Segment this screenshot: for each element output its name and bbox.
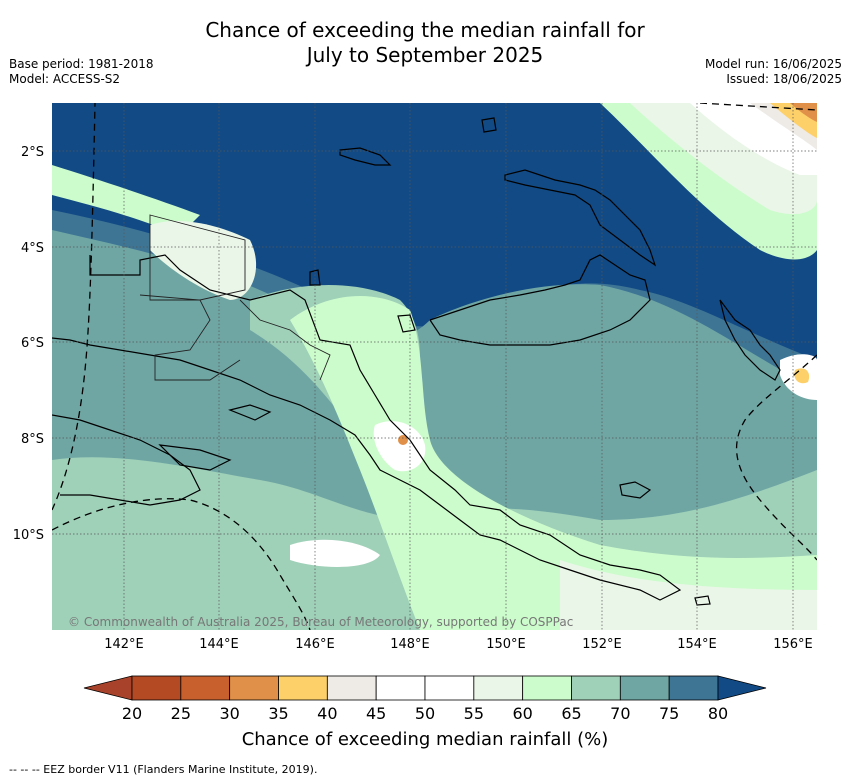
colorbar-tick-label: 75	[659, 704, 679, 723]
base-period: Base period: 1981-2018	[9, 57, 154, 71]
graticule	[52, 103, 817, 630]
contour-fill-30-35	[790, 103, 817, 122]
lat-tick-10s: 10°S	[13, 528, 44, 543]
colorbar-swatch	[522, 675, 572, 701]
colorbar-swatch	[131, 675, 182, 701]
lat-tick-2s: 2°S	[21, 145, 44, 160]
eez-note: -- -- -- EEZ border V11 (Flanders Marine…	[9, 763, 318, 776]
lat-tick-6s: 6°S	[21, 336, 44, 351]
lat-tick-4s: 4°S	[21, 241, 44, 256]
colorbar-swatch	[571, 675, 621, 701]
contour-fill-55-60	[290, 296, 817, 630]
lon-tick-154e: 154°E	[677, 637, 717, 652]
colorbar-extend-high	[717, 675, 767, 701]
lon-tick-156e: 156°E	[773, 637, 813, 652]
meta-left: Base period: 1981-2018 Model: ACCESS-S2	[9, 57, 154, 87]
lon-tick-152e: 152°E	[582, 637, 622, 652]
colorbar-tick-label: 30	[219, 704, 239, 723]
colorbar-tick-label: 25	[171, 704, 191, 723]
colorbar-tick-label: 20	[122, 704, 142, 723]
copyright-notice: © Commonwealth of Australia 2025, Bureau…	[68, 615, 573, 629]
province-borders	[139, 214, 331, 381]
colorbar-tick-label: 55	[464, 704, 484, 723]
colorbar-tick-label: 60	[512, 704, 532, 723]
lat-tick-labels: 2°S 4°S 6°S 8°S 10°S	[13, 145, 44, 543]
colorbar-swatch	[424, 675, 475, 701]
issued-date: Issued: 18/06/2025	[726, 72, 842, 86]
colorbar-tick-label: 65	[561, 704, 581, 723]
colorbar-tick-label: 40	[317, 704, 337, 723]
colorbar-swatch	[619, 675, 670, 701]
colorbar-tick-label: 80	[708, 704, 728, 723]
colorbar-swatch	[180, 675, 231, 701]
colorbar-swatch	[375, 675, 426, 701]
map-area: © Commonwealth of Australia 2025, Bureau…	[52, 103, 817, 630]
lon-tick-148e: 148°E	[390, 637, 430, 652]
eez-borders	[52, 103, 817, 630]
lon-tick-144e: 144°E	[199, 637, 239, 652]
colorbar-tick-label: 70	[610, 704, 630, 723]
meta-right: Model run: 16/06/2025 Issued: 18/06/2025	[705, 57, 842, 87]
colorbar-swatch	[473, 675, 524, 701]
title-line-1: Chance of exceeding the median rainfall …	[205, 18, 645, 42]
lon-tick-labels: 142°E 144°E 146°E 148°E 150°E 152°E 154°…	[104, 637, 813, 652]
colorbar-swatch	[278, 675, 328, 701]
lon-tick-150e: 150°E	[486, 637, 526, 652]
colorbar-tick-label: 50	[415, 704, 435, 723]
model-run: Model run: 16/06/2025	[704, 57, 842, 71]
colorbar-tick-label: 35	[268, 704, 288, 723]
lon-tick-146e: 146°E	[295, 637, 335, 652]
title-line-2: July to September 2025	[306, 43, 544, 67]
model-name: Model: ACCESS-S2	[9, 72, 121, 86]
colorbar-extend-low	[83, 675, 133, 701]
lat-tick-8s: 8°S	[21, 432, 44, 447]
coastline	[52, 117, 781, 606]
colorbar-swatch	[229, 675, 279, 701]
map-title: Chance of exceeding the median rainfall …	[0, 18, 850, 68]
colorbar: 20 25 30 35 40 45 50 55 60 65 70 75 80	[83, 675, 767, 723]
lon-tick-142e: 142°E	[104, 637, 144, 652]
colorbar-swatch	[668, 675, 719, 701]
colorbar-tick-label: 45	[366, 704, 386, 723]
colorbar-label: Chance of exceeding median rainfall (%)	[241, 729, 609, 750]
colorbar-swatch	[326, 675, 377, 701]
